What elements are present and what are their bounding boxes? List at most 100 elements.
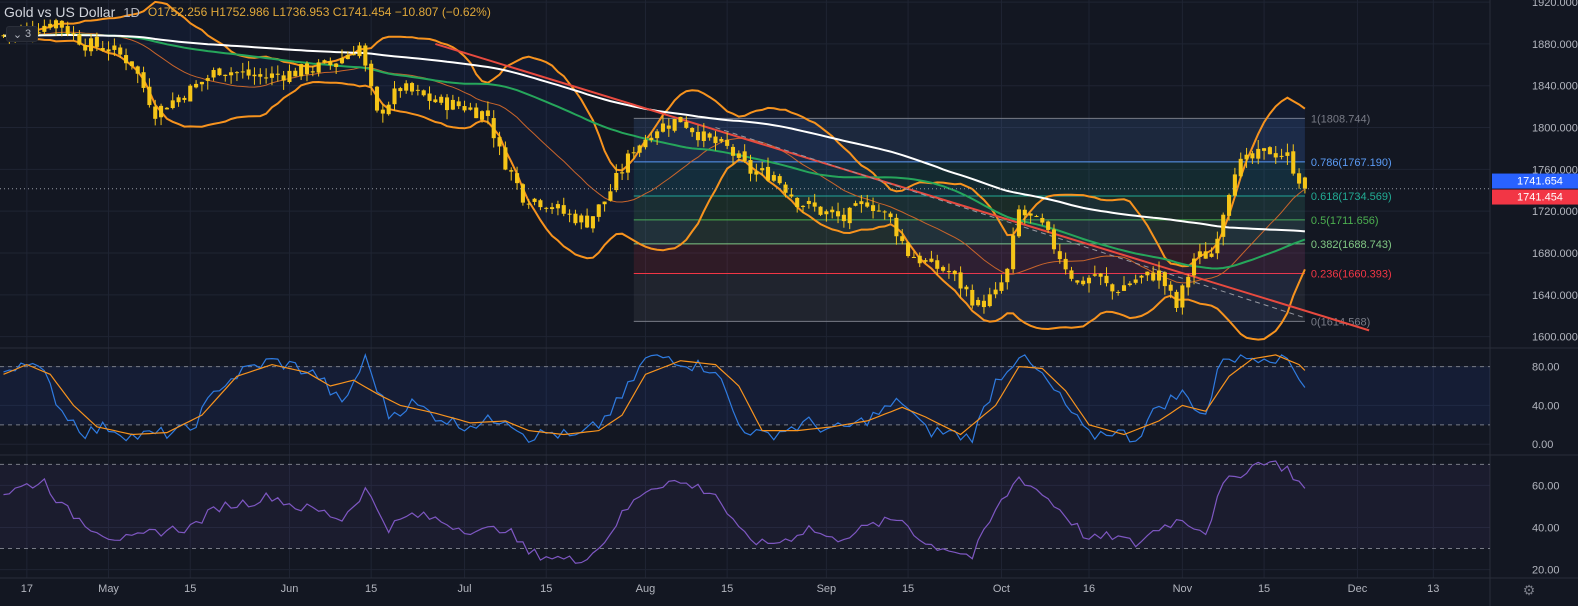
candle-body	[135, 66, 140, 74]
candle-body	[608, 191, 613, 201]
candle-body	[655, 131, 660, 139]
candle-body	[147, 86, 152, 106]
time-tick-label: 16	[1083, 583, 1095, 595]
candle-body	[462, 106, 467, 111]
rsi-band-fill	[0, 464, 1490, 549]
candle	[1203, 242, 1208, 259]
stoch-band-fill	[0, 366, 1490, 425]
candle-body	[1273, 153, 1278, 158]
candle-body	[194, 83, 199, 88]
candle-body	[65, 26, 70, 34]
candle-body	[713, 136, 718, 144]
candle-body	[223, 74, 228, 77]
candle-body	[182, 97, 187, 100]
candle-body	[36, 32, 41, 34]
candle-body	[520, 184, 525, 203]
candles	[1, 18, 1307, 315]
candle-body	[474, 107, 479, 119]
candle-body	[304, 63, 310, 75]
candle	[596, 204, 601, 222]
candle	[1133, 274, 1138, 285]
candle-body	[310, 71, 315, 73]
candle-body	[941, 267, 946, 271]
time-tick-label: 15	[1258, 583, 1270, 595]
candle-body	[1302, 177, 1307, 189]
candle	[264, 68, 269, 84]
candle	[865, 194, 870, 208]
candle-body	[993, 289, 998, 295]
candle-body	[824, 211, 829, 215]
candle	[672, 118, 677, 133]
candle	[1244, 147, 1249, 168]
bollinger-basis	[3, 31, 1306, 284]
candle-body	[789, 194, 794, 197]
candle	[1162, 271, 1167, 295]
chart-legend: Gold vs US Dollar 1D O1752.256 H1752.986…	[4, 3, 491, 21]
candle-body	[748, 160, 753, 174]
candle	[946, 263, 951, 279]
candle-body	[1098, 273, 1103, 277]
time-tick-label: Dec	[1348, 583, 1368, 595]
candle	[906, 241, 911, 258]
candle-body	[497, 137, 502, 147]
candle-body	[999, 282, 1004, 291]
candle-body	[1069, 270, 1074, 279]
candle-body	[830, 209, 835, 213]
candle-body	[754, 171, 759, 175]
price-tick-label: 1720.000	[1532, 206, 1578, 218]
price-tag-blue: 1741.654	[1492, 173, 1578, 189]
symbol-name[interactable]: Gold vs US Dollar	[4, 4, 116, 20]
ohlc-values: O1752.256 H1752.986 L1736.953 C1741.454 …	[147, 5, 491, 19]
candle-body	[637, 145, 642, 153]
candle	[1016, 205, 1022, 238]
candle	[538, 198, 543, 211]
candle	[695, 125, 701, 147]
candle	[1273, 146, 1278, 165]
candle-body	[1, 35, 6, 37]
candle	[48, 19, 53, 30]
candle-body	[935, 260, 940, 269]
candle	[497, 131, 502, 156]
candle-body	[853, 203, 858, 206]
candle	[129, 61, 134, 70]
interval-label[interactable]: 1D	[123, 4, 140, 20]
candle	[841, 207, 846, 228]
candle	[229, 67, 234, 84]
fib-level-label: 1(1808.744)	[1311, 113, 1370, 125]
candle	[620, 163, 625, 180]
candle-body	[1227, 194, 1232, 216]
candle-body	[1297, 173, 1302, 184]
candle	[631, 146, 636, 159]
candle	[159, 103, 164, 126]
gear-icon[interactable]: ⚙	[1522, 582, 1536, 598]
candle-body	[1092, 274, 1097, 276]
candle	[824, 209, 829, 222]
candle-body	[1116, 291, 1121, 293]
candle-body	[42, 25, 47, 32]
price-tick-label: 1640.000	[1532, 290, 1578, 302]
candle	[1063, 252, 1068, 275]
candle-body	[77, 34, 82, 45]
candle	[1197, 243, 1202, 265]
candle-body	[1051, 229, 1057, 250]
candle	[386, 101, 391, 116]
candle	[748, 154, 753, 182]
candle-body	[374, 86, 380, 111]
candle-body	[911, 256, 916, 258]
candle-body	[958, 272, 963, 289]
candle	[205, 74, 210, 90]
candle-body	[882, 211, 887, 213]
candle	[765, 157, 771, 182]
candle	[625, 149, 630, 181]
indicators-collapse-button[interactable]: ⌄ 3	[6, 26, 38, 42]
candle-body	[1040, 217, 1045, 223]
candle	[164, 107, 169, 110]
candle	[760, 161, 765, 176]
candle	[666, 118, 671, 137]
candle-body	[316, 62, 321, 73]
candle-body	[771, 175, 776, 181]
candle	[182, 95, 187, 103]
candle	[65, 21, 70, 37]
candle	[444, 94, 450, 120]
